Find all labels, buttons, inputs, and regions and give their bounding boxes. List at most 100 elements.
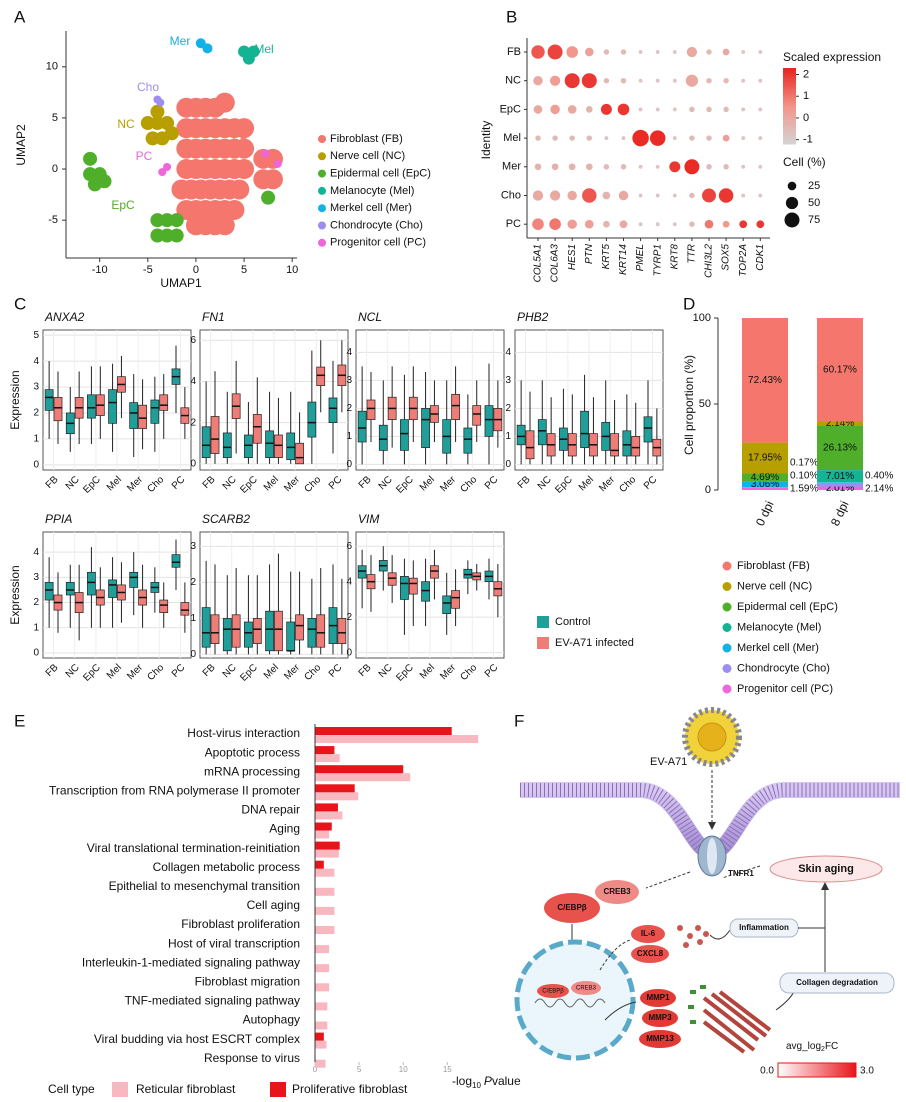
cell-point <box>242 52 255 65</box>
cell-point <box>164 126 179 141</box>
x-tick-label: -5 <box>143 264 153 276</box>
cell-point <box>261 149 270 158</box>
x-tick-label: Mel <box>418 474 437 493</box>
legend-label: Proliferative fibroblast <box>292 1082 408 1096</box>
box <box>430 565 439 579</box>
dot <box>584 219 594 229</box>
bar-segment <box>817 482 863 487</box>
protein <box>631 945 669 963</box>
dot <box>689 221 695 227</box>
x-tick-label: 0 <box>193 264 199 276</box>
dot <box>758 107 763 112</box>
colorbar-step <box>783 125 796 128</box>
y-tick-label: 50 <box>699 398 711 410</box>
process-label: Inflammation <box>739 923 789 932</box>
panel-letter: F <box>514 711 524 730</box>
dot <box>632 129 649 147</box>
row-label: PC <box>506 218 521 230</box>
dot <box>686 46 698 58</box>
legend-label: EV-A71 infected <box>555 637 634 649</box>
dot <box>685 74 699 87</box>
dot <box>706 77 712 84</box>
legend-label: Progenitor cell (PC) <box>737 683 833 695</box>
dot <box>581 73 597 89</box>
value-label: 26.13% <box>823 442 857 453</box>
colorbar-step <box>783 140 796 143</box>
legend-swatch <box>537 616 549 628</box>
cell-point <box>150 213 165 228</box>
dot <box>758 78 763 83</box>
dot <box>532 190 544 201</box>
category-label: Apoptotic process <box>205 745 300 759</box>
box <box>252 414 262 444</box>
dot <box>547 44 563 60</box>
box <box>400 576 409 600</box>
arrow <box>599 939 631 971</box>
cell-point <box>214 92 235 113</box>
box <box>231 614 241 648</box>
dot <box>741 164 746 169</box>
box <box>525 430 535 460</box>
box <box>537 419 547 446</box>
dot <box>620 49 627 55</box>
category-label: Epithelial to mesenchymal transition <box>109 879 300 893</box>
dot <box>718 188 734 203</box>
legend-label: Control <box>555 616 590 628</box>
value-label: 17.95% <box>748 453 782 464</box>
bar <box>315 773 411 782</box>
y-tick-label: 2 <box>33 597 39 608</box>
category-label: Cell aging <box>247 898 300 912</box>
dot <box>551 163 559 171</box>
gene-label: PTN <box>584 243 595 264</box>
dot <box>617 103 630 116</box>
dot <box>706 106 712 113</box>
panel-title: FN1 <box>202 310 225 324</box>
dot <box>689 106 695 113</box>
cluster-label: EpC <box>111 198 135 212</box>
dot <box>620 164 627 170</box>
value-label: 0.17% <box>790 458 818 469</box>
dot <box>638 50 643 54</box>
bar-segment <box>817 318 863 422</box>
dot <box>567 219 577 229</box>
panel-title: NCL <box>358 310 382 324</box>
arrow <box>604 1001 637 1021</box>
x-tick-label: EpC <box>81 474 103 496</box>
legend-label: Merkel cell (Mer) <box>737 642 819 654</box>
x-tick-label: NC <box>221 662 239 680</box>
y-tick-label: 10 <box>46 61 58 73</box>
box <box>87 571 96 596</box>
x-tick-label: Cho <box>303 474 324 495</box>
x-tick-label: Mel <box>262 662 281 681</box>
row-label: Mel <box>503 132 521 144</box>
box <box>387 572 397 586</box>
value-label: 3.06% <box>751 479 779 490</box>
dot <box>567 105 577 114</box>
x-tick-label: EpC <box>553 474 575 496</box>
dot <box>582 188 597 203</box>
cell-point <box>234 118 255 139</box>
size-legend-label: 50 <box>808 197 820 209</box>
virus-core <box>697 722 727 752</box>
box <box>421 581 430 602</box>
legend-swatch <box>318 135 326 143</box>
dot-plot: FB NC EpC Mel Mer Cho PC COL5A1 COL6A3 HES1 PTN KRT… <box>479 38 881 282</box>
bar-segment <box>817 425 863 471</box>
colorbar-step <box>783 107 796 111</box>
gene-label: CDK1 <box>755 244 766 271</box>
panel-title: VIM <box>358 512 379 526</box>
box <box>357 565 367 579</box>
colorbar-step <box>783 117 796 120</box>
y-tick-label: 4 <box>505 347 511 358</box>
bar <box>315 860 324 869</box>
protein-label: MMP1 <box>646 993 670 1002</box>
legend-swatch <box>318 169 326 178</box>
protein-label: CREB3 <box>603 887 631 896</box>
dot <box>534 163 542 171</box>
category-label: Collagen metabolic process <box>153 860 300 874</box>
x-tick-label: FB <box>44 662 61 679</box>
bar <box>315 765 404 774</box>
panel-letter: B <box>506 7 517 26</box>
box <box>222 432 232 458</box>
x-tick-label: 10 <box>286 264 298 276</box>
